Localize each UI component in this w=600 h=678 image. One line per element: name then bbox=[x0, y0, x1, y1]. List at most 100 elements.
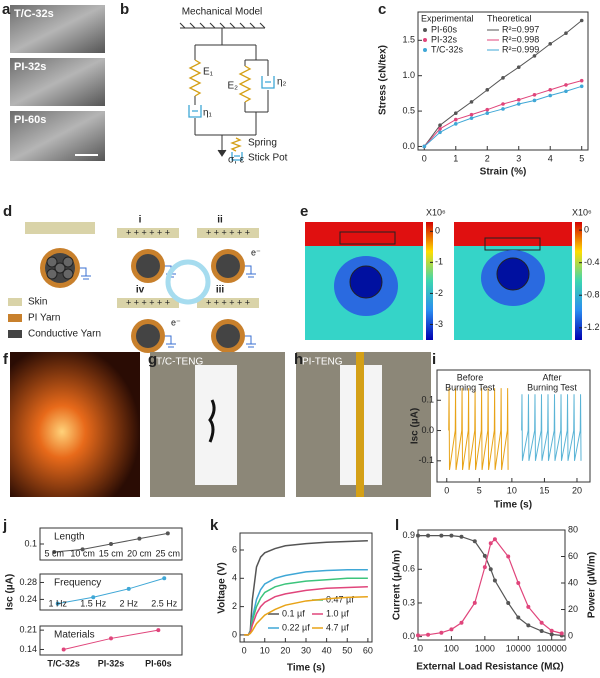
colorbar bbox=[426, 222, 433, 340]
sem-image bbox=[10, 58, 105, 106]
point bbox=[109, 542, 113, 546]
point bbox=[126, 586, 131, 591]
point bbox=[532, 93, 537, 97]
point bbox=[526, 604, 531, 609]
point bbox=[539, 629, 544, 634]
point bbox=[501, 107, 505, 111]
panel-label: k bbox=[210, 517, 219, 534]
point bbox=[549, 632, 554, 637]
y-axis-label: Stress (cN/tex) bbox=[378, 45, 389, 115]
annotation: After bbox=[542, 372, 561, 382]
charges: + + + + + + bbox=[126, 297, 170, 307]
y-axis-label: Isc (µA) bbox=[5, 574, 16, 610]
x-axis-label: Time (s) bbox=[287, 663, 325, 674]
category-label: PI-32s bbox=[98, 658, 125, 668]
y-axis-label: Isc (µA) bbox=[410, 408, 421, 444]
point bbox=[482, 565, 487, 570]
yarn-core bbox=[136, 324, 160, 348]
model-title: Mechanical Model bbox=[182, 7, 263, 18]
point bbox=[579, 18, 584, 23]
electron: e⁻ bbox=[171, 317, 181, 327]
legend-label: T/C-32s bbox=[431, 44, 464, 54]
fit-label: R²=0.997 bbox=[502, 24, 539, 34]
y-tick-label: 1.0 bbox=[402, 70, 415, 80]
point bbox=[449, 533, 454, 538]
y-tick-label: 40 bbox=[568, 577, 578, 587]
annotation: Before bbox=[457, 372, 484, 382]
panel-label: j bbox=[2, 517, 7, 534]
point bbox=[422, 144, 427, 149]
point bbox=[485, 88, 490, 92]
point bbox=[488, 567, 493, 572]
point bbox=[482, 553, 487, 558]
x-tick-label: 60 bbox=[363, 645, 373, 655]
x-tick-label: 15 bbox=[539, 485, 549, 495]
sem-image bbox=[10, 5, 105, 53]
point bbox=[156, 628, 161, 633]
point bbox=[438, 126, 442, 131]
point bbox=[564, 83, 568, 87]
simulation-map bbox=[349, 265, 383, 299]
legend-swatch bbox=[8, 314, 22, 322]
sample-label: PI-32s bbox=[14, 61, 46, 73]
colorbar bbox=[575, 222, 582, 340]
point bbox=[516, 581, 521, 586]
panel-label: a bbox=[2, 1, 11, 18]
point bbox=[488, 541, 493, 546]
stages: + + + + + + + + + + + +e⁻+ + + + + ++ + +… bbox=[117, 227, 261, 353]
category-label: 25 cm bbox=[156, 548, 181, 558]
point bbox=[439, 533, 444, 538]
panel-label: d bbox=[3, 203, 12, 220]
legend-label: 4.7 µf bbox=[326, 622, 349, 632]
yarn bbox=[40, 248, 91, 288]
point bbox=[61, 647, 66, 652]
param: η₂ bbox=[277, 77, 287, 88]
point bbox=[453, 122, 458, 126]
model-frame bbox=[179, 22, 269, 157]
legend-label: PI-60s bbox=[431, 24, 458, 34]
skin bbox=[197, 298, 259, 308]
photo-label: PI-TENG bbox=[302, 357, 343, 368]
legend-title: Experimental bbox=[421, 13, 474, 23]
legend-swatch bbox=[8, 298, 22, 306]
point bbox=[516, 102, 521, 106]
charges: + + + + + + bbox=[206, 297, 250, 307]
x-axis-label: External Load Resistance (MΩ) bbox=[416, 662, 564, 673]
pi-yarn bbox=[356, 352, 364, 497]
point bbox=[459, 534, 464, 539]
y-tick-label: 0 bbox=[568, 630, 573, 640]
plot-frame bbox=[39, 625, 183, 656]
legend-marker bbox=[423, 48, 427, 52]
legend-marker bbox=[423, 38, 427, 42]
panel-label: f bbox=[3, 351, 9, 368]
param: η₁ bbox=[203, 108, 213, 119]
series-line bbox=[423, 80, 582, 147]
point bbox=[564, 89, 568, 94]
panel-label: c bbox=[378, 1, 386, 18]
legend-label: Spring bbox=[248, 138, 277, 149]
legend-label: Skin bbox=[28, 297, 47, 308]
y-tick-label: 0.3 bbox=[402, 597, 415, 607]
legend-label: Stick Pot bbox=[248, 153, 288, 164]
y-tick-label: 0.1 bbox=[421, 395, 434, 405]
teng-photo bbox=[195, 365, 237, 485]
fit-label: R²=0.999 bbox=[502, 44, 539, 54]
colorbar-tick-label: -1.2 bbox=[584, 322, 600, 332]
category-label: 10 cm bbox=[70, 548, 95, 558]
colorbar-tick-label: -0.4 bbox=[584, 257, 600, 267]
colorbar-tick-label: 0 bbox=[435, 226, 440, 236]
flame-photo bbox=[10, 352, 140, 497]
simulation-map bbox=[496, 257, 530, 291]
charges: + + + + + + bbox=[126, 227, 170, 237]
point bbox=[91, 595, 96, 600]
point bbox=[137, 536, 142, 541]
colorbar-tick-label: -2 bbox=[435, 288, 443, 298]
y-tick-label: 4 bbox=[232, 573, 237, 583]
point bbox=[426, 533, 431, 538]
skin bbox=[25, 222, 95, 234]
point bbox=[579, 78, 584, 83]
annotation: Burning Test bbox=[527, 382, 577, 392]
y-tick-label: 80 bbox=[568, 524, 578, 534]
point bbox=[439, 630, 444, 635]
category-label: 2.5 Hz bbox=[151, 598, 178, 608]
